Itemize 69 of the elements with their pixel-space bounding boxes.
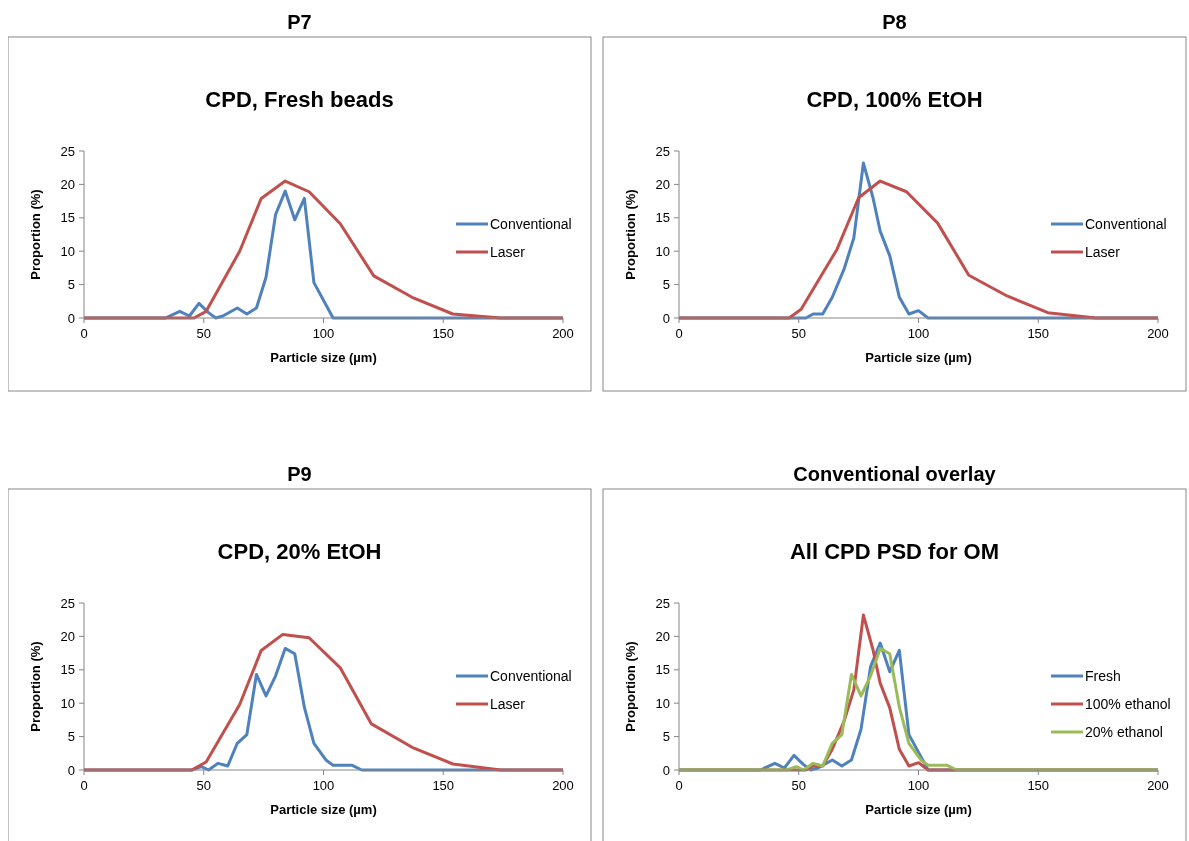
x-tick-label: 150 — [1027, 326, 1050, 341]
legend-label: 20% ethanol — [1085, 723, 1163, 740]
x-axis-title: Particle size (µm) — [270, 350, 377, 365]
y-tick-label: 20 — [655, 628, 670, 644]
x-tick-label: 100 — [907, 778, 930, 793]
y-tick-label: 15 — [60, 210, 75, 226]
legend-label: Laser — [1085, 243, 1121, 260]
legend-label: Laser — [490, 243, 526, 260]
y-tick-label: 10 — [655, 243, 670, 259]
x-tick-label: 0 — [675, 326, 683, 341]
chart-subtitle: CPD, Fresh beads — [205, 87, 394, 112]
y-axis-title: Proportion (%) — [28, 189, 43, 280]
chart-title: P8 — [882, 11, 907, 33]
x-tick-label: 200 — [552, 326, 574, 341]
y-tick-label: 10 — [655, 695, 670, 711]
x-axis-title: Particle size (µm) — [270, 802, 377, 817]
y-tick-label: 25 — [60, 595, 75, 611]
y-tick-label: 25 — [655, 143, 670, 159]
y-axis-title: Proportion (%) — [623, 189, 638, 280]
x-axis-title: Particle size (µm) — [865, 350, 972, 365]
y-tick-label: 10 — [60, 695, 75, 711]
y-tick-label: 25 — [60, 143, 75, 159]
x-axis-title: Particle size (µm) — [865, 802, 972, 817]
y-tick-label: 0 — [662, 762, 670, 778]
legend-label: Conventional — [1085, 215, 1167, 232]
x-tick-label: 200 — [1147, 326, 1169, 341]
x-tick-label: 0 — [80, 326, 88, 341]
y-tick-label: 0 — [662, 310, 670, 326]
y-tick-label: 10 — [60, 243, 75, 259]
y-tick-label: 20 — [60, 628, 75, 644]
x-tick-label: 0 — [675, 778, 683, 793]
x-tick-label: 150 — [432, 778, 455, 793]
y-tick-label: 25 — [655, 595, 670, 611]
x-tick-label: 50 — [196, 326, 211, 341]
legend-label: Laser — [490, 695, 526, 712]
y-tick-label: 15 — [655, 210, 670, 226]
chart-title: P9 — [287, 463, 312, 485]
y-tick-label: 0 — [67, 762, 75, 778]
y-tick-label: 5 — [662, 277, 670, 293]
legend-label: Conventional — [490, 667, 572, 684]
y-tick-label: 5 — [67, 277, 75, 293]
y-tick-label: 15 — [655, 662, 670, 678]
chart-title: P7 — [287, 11, 312, 33]
y-tick-label: 5 — [67, 729, 75, 745]
y-tick-label: 20 — [60, 176, 75, 192]
x-tick-label: 100 — [312, 326, 335, 341]
chart-subtitle: CPD, 20% EtOH — [217, 539, 382, 564]
legend-label: Conventional — [490, 215, 572, 232]
x-tick-label: 0 — [80, 778, 88, 793]
x-tick-label: 50 — [791, 326, 806, 341]
y-tick-label: 20 — [655, 176, 670, 192]
x-tick-label: 150 — [432, 326, 455, 341]
y-tick-label: 0 — [67, 310, 75, 326]
y-axis-title: Proportion (%) — [623, 641, 638, 732]
y-axis-title: Proportion (%) — [28, 641, 43, 732]
x-tick-label: 150 — [1027, 778, 1050, 793]
x-tick-label: 100 — [907, 326, 930, 341]
legend-label: Fresh — [1085, 667, 1121, 684]
y-tick-label: 15 — [60, 662, 75, 678]
x-tick-label: 200 — [1147, 778, 1169, 793]
legend-label: 100% ethanol — [1085, 695, 1171, 712]
x-tick-label: 100 — [312, 778, 335, 793]
x-tick-label: 50 — [791, 778, 806, 793]
chart-subtitle: All CPD PSD for OM — [789, 539, 1000, 564]
chart-subtitle: CPD, 100% EtOH — [806, 87, 983, 112]
x-tick-label: 50 — [196, 778, 211, 793]
y-tick-label: 5 — [662, 729, 670, 745]
x-tick-label: 200 — [552, 778, 574, 793]
chart-title: Conventional overlay — [793, 463, 997, 485]
